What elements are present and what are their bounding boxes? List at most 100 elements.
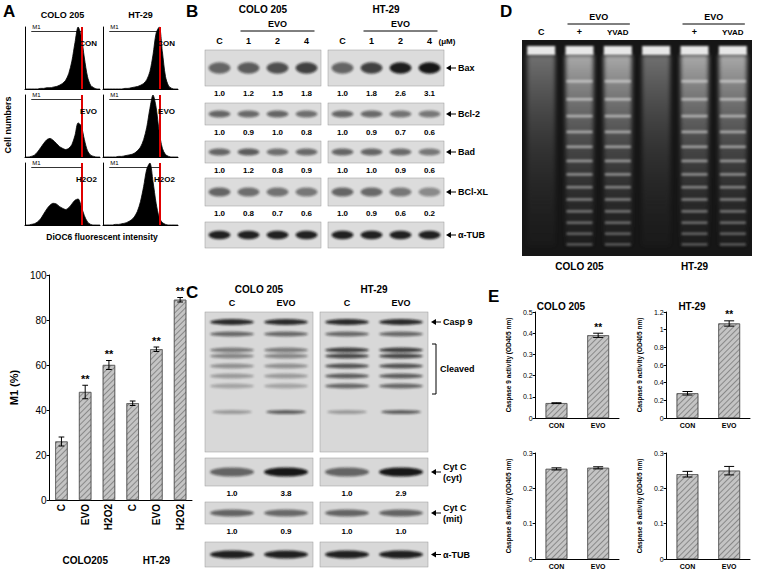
- svg-text:0.5: 0.5: [523, 309, 533, 316]
- svg-text:**: **: [105, 348, 114, 360]
- svg-text:0.9: 0.9: [243, 128, 255, 137]
- svg-text:3.8: 3.8: [280, 489, 292, 498]
- svg-text:EVO: EVO: [80, 504, 91, 525]
- svg-text:M1: M1: [110, 92, 119, 98]
- svg-text:1.0: 1.0: [226, 527, 238, 536]
- svg-text:COLO205: COLO205: [62, 555, 108, 566]
- svg-text:+: +: [577, 27, 582, 37]
- svg-text:0.9: 0.9: [395, 166, 407, 175]
- svg-text:Cell numbers: Cell numbers: [3, 96, 13, 153]
- svg-text:H2O2: H2O2: [76, 175, 97, 184]
- svg-text:1.8: 1.8: [366, 89, 378, 98]
- svg-text:HT-29: HT-29: [128, 10, 153, 20]
- svg-text:1.2: 1.2: [243, 166, 255, 175]
- svg-text:4: 4: [427, 36, 432, 46]
- svg-text:1.0: 1.0: [337, 89, 349, 98]
- svg-text:1.0: 1.0: [214, 209, 226, 218]
- svg-text:0.2: 0.2: [523, 485, 533, 492]
- svg-text:HT-29: HT-29: [372, 4, 400, 15]
- svg-text:C: C: [56, 504, 67, 511]
- svg-text:0.2: 0.2: [654, 397, 664, 404]
- svg-text:0: 0: [660, 556, 664, 563]
- svg-text:C: C: [127, 504, 138, 511]
- svg-text:D: D: [500, 2, 512, 21]
- svg-text:3.1: 3.1: [424, 89, 436, 98]
- svg-text:EVO: EVO: [589, 12, 608, 22]
- svg-text:0.7: 0.7: [395, 128, 407, 137]
- svg-text:0.3: 0.3: [523, 351, 533, 358]
- svg-text:1.0: 1.0: [337, 128, 349, 137]
- svg-text:C: C: [229, 298, 236, 308]
- svg-text:EVO: EVO: [151, 504, 162, 525]
- svg-text:YVAD: YVAD: [607, 28, 629, 37]
- svg-text:20: 20: [35, 450, 47, 461]
- svg-text:HT-29: HT-29: [678, 301, 706, 312]
- svg-text:(μM): (μM): [439, 37, 456, 46]
- svg-text:0: 0: [660, 415, 664, 422]
- svg-text:0.4: 0.4: [523, 330, 533, 337]
- svg-text:Caspase 8 activity (OD405 nm): Caspase 8 activity (OD405 nm): [636, 459, 644, 554]
- svg-text:1.0: 1.0: [214, 166, 226, 175]
- svg-text:M1: M1: [110, 24, 119, 30]
- svg-text:1: 1: [246, 36, 251, 46]
- svg-text:M1: M1: [32, 24, 41, 30]
- svg-text:Caspase 9 activity (OD405 nm): Caspase 9 activity (OD405 nm): [505, 318, 513, 413]
- svg-text:0.4: 0.4: [654, 379, 664, 386]
- svg-text:C: C: [538, 27, 545, 37]
- svg-text:0.6: 0.6: [301, 209, 313, 218]
- svg-text:Caspase 8 activity (OD405 nm): Caspase 8 activity (OD405 nm): [505, 459, 513, 554]
- svg-text:HT-29: HT-29: [360, 284, 388, 295]
- svg-text:0.3: 0.3: [523, 450, 533, 457]
- svg-text:C: C: [339, 36, 346, 46]
- svg-text:M1: M1: [32, 92, 41, 98]
- svg-text:100: 100: [30, 270, 47, 281]
- svg-text:1.0: 1.0: [337, 209, 349, 218]
- svg-text:C: C: [344, 298, 351, 308]
- svg-text:0.2: 0.2: [424, 209, 436, 218]
- svg-text:0: 0: [529, 415, 533, 422]
- svg-text:2: 2: [398, 36, 403, 46]
- svg-text:1.5: 1.5: [272, 89, 284, 98]
- svg-text:1.2: 1.2: [243, 89, 255, 98]
- svg-text:1.2: 1.2: [654, 309, 664, 316]
- svg-text:0.8: 0.8: [301, 128, 313, 137]
- svg-text:C: C: [186, 283, 198, 302]
- svg-text:0.8: 0.8: [243, 209, 255, 218]
- svg-text:80: 80: [35, 315, 47, 326]
- svg-text:0.7: 0.7: [272, 209, 284, 218]
- svg-text:0: 0: [529, 556, 533, 563]
- svg-text:60: 60: [35, 360, 47, 371]
- svg-text:EVO: EVO: [276, 298, 295, 308]
- svg-text:2.6: 2.6: [395, 89, 407, 98]
- svg-text:BCl-XL: BCl-XL: [458, 187, 488, 197]
- svg-text:4: 4: [304, 36, 309, 46]
- svg-text:0.9: 0.9: [366, 128, 378, 137]
- svg-text:(mit): (mit): [443, 514, 463, 524]
- svg-text:1.0: 1.0: [337, 166, 349, 175]
- svg-text:α-TUB: α-TUB: [443, 550, 471, 560]
- svg-text:0.1: 0.1: [523, 520, 533, 527]
- svg-text:E: E: [488, 287, 499, 306]
- svg-text:0.6: 0.6: [424, 166, 436, 175]
- svg-text:Cleaved: Cleaved: [440, 364, 475, 374]
- svg-text:0.9: 0.9: [280, 527, 292, 536]
- svg-text:DiOC6 fluorescent intensity: DiOC6 fluorescent intensity: [46, 232, 158, 242]
- svg-text:1.0: 1.0: [366, 166, 378, 175]
- svg-text:Bax: Bax: [458, 63, 475, 73]
- svg-text:0.8: 0.8: [654, 344, 664, 351]
- svg-text:COLO 205: COLO 205: [41, 10, 85, 20]
- svg-text:1.0: 1.0: [214, 89, 226, 98]
- svg-text:0.6: 0.6: [654, 362, 664, 369]
- svg-text:1: 1: [660, 326, 664, 333]
- svg-text:0.2: 0.2: [654, 485, 664, 492]
- svg-text:1.0: 1.0: [226, 489, 238, 498]
- svg-text:COLO 205: COLO 205: [537, 301, 586, 312]
- svg-text:HT-29: HT-29: [681, 261, 709, 272]
- svg-text:Bcl-2: Bcl-2: [458, 109, 480, 119]
- svg-text:CON: CON: [680, 563, 696, 570]
- svg-text:1.0: 1.0: [214, 128, 226, 137]
- svg-text:0.1: 0.1: [654, 520, 664, 527]
- svg-text:Bad: Bad: [458, 147, 475, 157]
- svg-text:0.2: 0.2: [523, 372, 533, 379]
- svg-text:**: **: [725, 309, 733, 320]
